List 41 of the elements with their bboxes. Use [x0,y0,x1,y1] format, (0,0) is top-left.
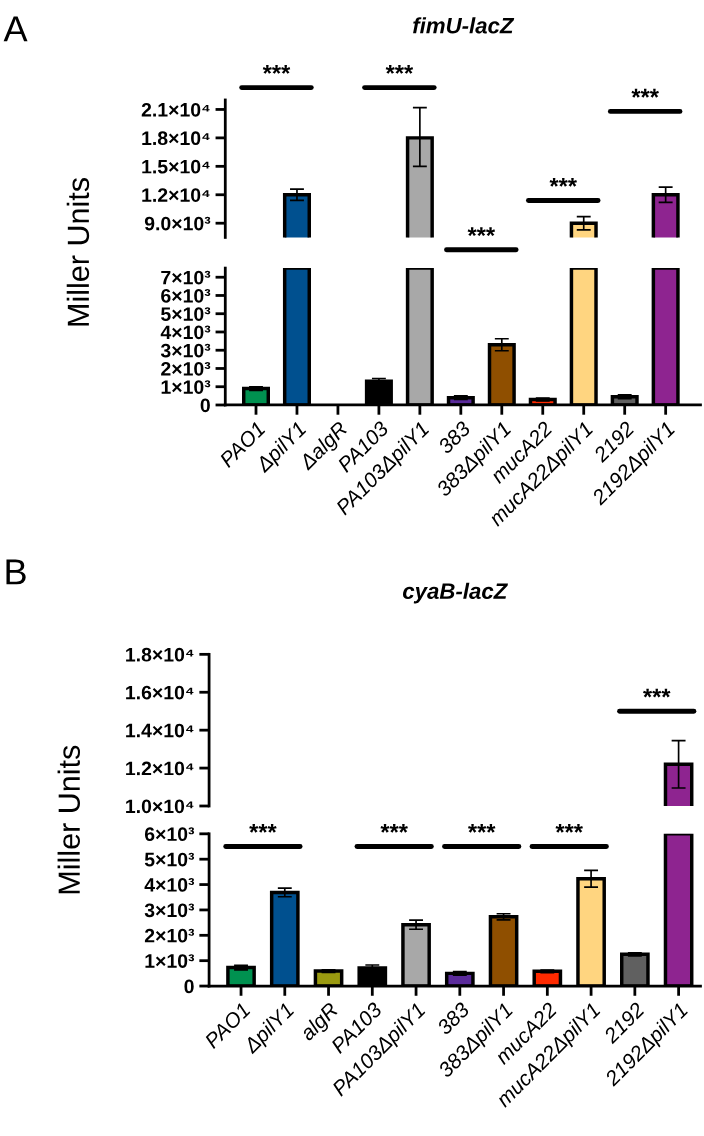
text: *** [555,823,583,833]
y-axis-title: Miller Units [66,178,90,326]
text: B [6,559,26,585]
text: *** [385,65,414,74]
text: *** [467,823,496,833]
y-tick-label: 1.2×10⁴ [126,761,194,776]
annotation: *** [549,177,577,187]
y-tick-label: 4×10³ [144,878,195,892]
y-tick-label: 3×10³ [160,343,211,358]
text: *** [262,65,291,74]
y-tick-label: 9.0×10³ [144,216,211,231]
y-tick-label: 7×10³ [161,270,211,285]
y-tick-label: 4×10³ [160,325,211,340]
y-tick-label: 1.2×10⁴ [142,188,210,202]
y-tick-label: 3×10³ [144,903,195,918]
y-tick-label: 1×10³ [161,380,211,394]
y-tick-label: 2.1×10⁴ [141,102,210,117]
y-tick-label: 0 [184,979,194,994]
y-tick-label: 5×10³ [161,307,211,321]
chart-title: cyaB-lacZ [402,582,508,604]
chart-title: fimU-lacZ [413,17,515,34]
y-tick-label: 1.4×10⁴ [126,723,194,738]
y-tick-label: 5×10³ [144,852,195,867]
y-tick-label: 2×10³ [144,928,195,943]
text: A [3,16,28,42]
text: *** [249,823,277,833]
text: *** [380,823,408,833]
y-tick-label: 1.6×10⁴ [126,685,194,700]
y-tick-label: 2×10³ [161,361,211,376]
annotation: *** [643,688,671,698]
y-tick-label: 6×10³ [161,288,211,303]
y-tick-label: 1.8×10⁴ [126,647,194,662]
annotation: *** [467,227,496,237]
y-tick-label: 1×10³ [145,954,195,968]
text: *** [631,88,659,98]
y-tick-label: 6×10³ [144,827,195,842]
y-tick-label: 1.5×10⁴ [142,159,210,174]
y-tick-label: 0 [200,398,210,413]
y-tick-label: 1.8×10⁴ [142,131,210,146]
y-tick-label: 1.0×10⁴ [126,799,194,814]
y-axis-title: Miller Units [57,745,81,894]
